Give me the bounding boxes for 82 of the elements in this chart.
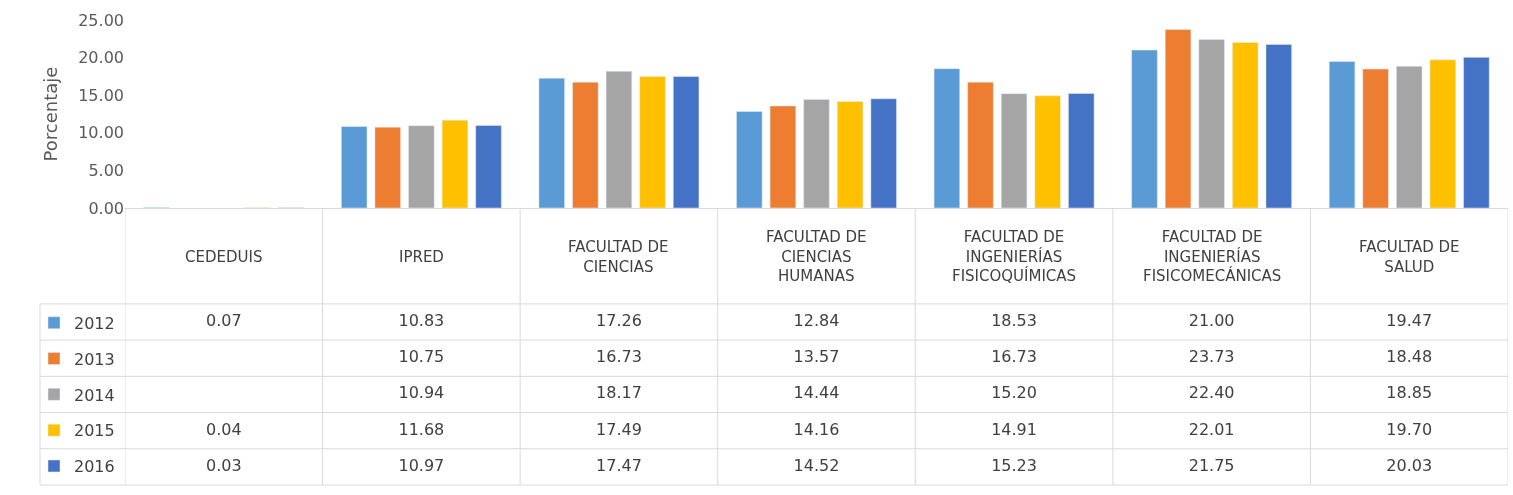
x-tick-label: FACULTAD DE CIENCIAS HUMANAS bbox=[766, 228, 867, 285]
data-label: 18.53 bbox=[991, 311, 1037, 330]
data-label: 20.03 bbox=[1386, 455, 1433, 475]
data-label: 23.73 bbox=[1188, 347, 1235, 367]
data-label: 10.94 bbox=[398, 383, 445, 403]
data-label: 16.73 bbox=[596, 347, 642, 367]
bar bbox=[1131, 49, 1158, 208]
data-label: 14.91 bbox=[991, 419, 1037, 439]
bar bbox=[605, 71, 633, 208]
data-label: 12.84 bbox=[793, 311, 840, 330]
bar bbox=[1034, 95, 1061, 208]
bar bbox=[967, 81, 994, 208]
data-label: 10.83 bbox=[398, 311, 445, 330]
bar bbox=[870, 98, 897, 208]
bar bbox=[1265, 44, 1292, 208]
x-tick-label: CEDEDUIS bbox=[185, 248, 263, 266]
bar bbox=[1198, 39, 1225, 208]
bar bbox=[1328, 61, 1356, 208]
y-tick-label: 25.00 bbox=[78, 10, 124, 30]
data-label: 21.75 bbox=[1188, 455, 1235, 475]
bar bbox=[374, 126, 401, 208]
data-label: 19.70 bbox=[1386, 419, 1433, 439]
data-label: 22.40 bbox=[1188, 383, 1235, 403]
legend-label: 2013 bbox=[74, 349, 115, 369]
bar bbox=[441, 119, 469, 208]
bar bbox=[408, 125, 435, 208]
bar bbox=[1463, 57, 1490, 208]
bar bbox=[673, 76, 700, 208]
bar bbox=[1232, 42, 1259, 208]
bar bbox=[341, 126, 368, 208]
data-label: 11.68 bbox=[398, 419, 445, 439]
bar bbox=[803, 99, 830, 208]
legend-label: 2016 bbox=[74, 457, 115, 477]
bar bbox=[933, 68, 960, 208]
data-label: 14.16 bbox=[793, 419, 840, 439]
data-label: 10.75 bbox=[398, 347, 445, 367]
y-tick-label: 10.00 bbox=[78, 123, 124, 143]
data-label: 17.26 bbox=[596, 311, 642, 330]
y-axis-title: Porcentaje bbox=[40, 66, 62, 162]
data-label: 22.01 bbox=[1188, 419, 1235, 439]
y-tick-label: 15.00 bbox=[78, 85, 124, 105]
bar bbox=[837, 101, 864, 208]
bar bbox=[1164, 29, 1192, 208]
legend-label: 2014 bbox=[74, 385, 115, 405]
data-label: 14.52 bbox=[793, 455, 840, 475]
bar bbox=[572, 81, 599, 208]
x-tick-label: IPRED bbox=[399, 248, 444, 266]
data-label: 0.03 bbox=[205, 455, 242, 475]
data-label: 17.47 bbox=[596, 455, 642, 475]
data-label: 13.57 bbox=[793, 347, 840, 367]
data-label: 18.17 bbox=[596, 383, 642, 403]
data-label: 14.44 bbox=[793, 383, 840, 403]
data-label: 17.49 bbox=[596, 419, 642, 439]
bar bbox=[1429, 59, 1456, 208]
bar bbox=[538, 77, 565, 208]
y-tick-label: 20.00 bbox=[78, 48, 124, 68]
legend-label: 2012 bbox=[74, 313, 115, 333]
bar bbox=[1000, 93, 1028, 208]
data-label: 0.04 bbox=[205, 419, 242, 439]
x-tick-label: FACULTAD DE SALUD bbox=[1359, 238, 1460, 276]
data-label: 21.00 bbox=[1188, 311, 1235, 330]
x-tick-label: FACULTAD DE INGENIERÍAS FISICOMECÁNICAS bbox=[1143, 228, 1282, 285]
bar bbox=[736, 111, 763, 208]
data-label: 18.48 bbox=[1386, 347, 1433, 367]
bar bbox=[639, 76, 666, 208]
data-label: 16.73 bbox=[991, 347, 1037, 367]
bar bbox=[475, 125, 502, 208]
bar bbox=[1068, 93, 1095, 208]
data-label: 0.07 bbox=[205, 311, 242, 330]
data-label: 10.97 bbox=[398, 455, 445, 475]
y-tick-label: 0.00 bbox=[88, 198, 124, 218]
y-tick-label: 5.00 bbox=[88, 160, 124, 180]
x-tick-label: FACULTAD DE INGENIERÍAS FISICOQUÍMICAS bbox=[952, 228, 1077, 285]
bar bbox=[769, 105, 797, 208]
bar bbox=[1396, 65, 1423, 208]
data-label: 15.23 bbox=[991, 455, 1037, 475]
data-label: 15.20 bbox=[991, 383, 1037, 403]
data-label: 19.47 bbox=[1386, 311, 1433, 330]
legend-label: 2015 bbox=[74, 421, 115, 441]
data-label: 18.85 bbox=[1386, 383, 1433, 403]
x-tick-label: FACULTAD DE CIENCIAS bbox=[568, 238, 669, 276]
bar bbox=[1362, 68, 1389, 208]
